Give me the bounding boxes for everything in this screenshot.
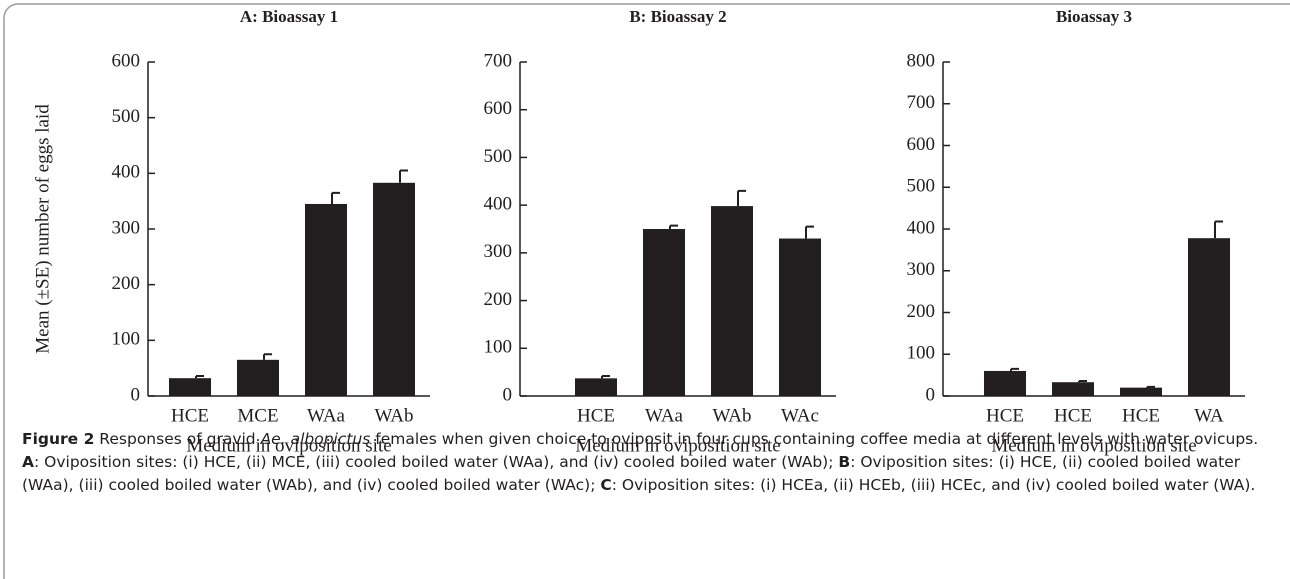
x-axis-label: Medium in oviposition site [575, 435, 780, 456]
y-tick-label: 0 [503, 384, 513, 405]
y-tick-label: 300 [484, 241, 513, 262]
x-tick-label: HCE [577, 405, 615, 426]
y-tick-label: 200 [484, 289, 513, 310]
x-tick-label: WAa [645, 405, 684, 426]
error-bar [1214, 220, 1223, 239]
bar [711, 206, 753, 396]
error-bar [1078, 379, 1087, 383]
y-tick-label: 400 [112, 162, 141, 183]
chart-title: Bioassay 3 [1056, 7, 1132, 26]
caption-text: Responses of gravid [94, 430, 261, 448]
y-tick-label: 200 [112, 273, 141, 294]
bar [1120, 387, 1162, 396]
caption-text: Figure 2 [22, 430, 95, 448]
error-bar [1010, 367, 1019, 371]
y-tick-label: 500 [484, 146, 513, 167]
x-axis-label: Medium in oviposition site [991, 435, 1196, 456]
y-tick-label: 700 [484, 50, 513, 71]
x-tick-label: WAc [781, 405, 819, 426]
caption-text: : Oviposition sites: (i) HCEa, (ii) HCEb… [611, 476, 1256, 494]
x-tick-label: WA [1194, 405, 1224, 426]
caption-text: A [22, 453, 34, 471]
error-bar [805, 225, 814, 239]
y-tick-label: 100 [907, 343, 936, 364]
y-tick-label: 400 [484, 194, 513, 215]
x-tick-label: WAb [374, 405, 413, 426]
error-bar [601, 374, 610, 379]
error-bar [669, 224, 678, 229]
bar [169, 378, 211, 396]
caption-text: : Oviposition sites: (i) HCE, (ii) coole… [22, 453, 1241, 494]
bar [575, 378, 617, 396]
caption-text: Ae. albopictus [260, 430, 371, 448]
caption-text: : Oviposition sites: (i) HCE, (ii) MCE, … [34, 453, 839, 471]
caption-text: females when given choice to oviposit in… [370, 430, 1259, 448]
bar [779, 238, 821, 396]
y-tick-label: 800 [907, 50, 936, 71]
x-tick-label: WAb [712, 405, 751, 426]
y-tick-label: 600 [112, 50, 141, 71]
caption-text: C [600, 476, 612, 494]
y-tick-label: 200 [907, 301, 936, 322]
y-tick-label: 0 [926, 384, 936, 405]
error-bar [399, 169, 408, 183]
error-bar [1146, 385, 1155, 388]
x-tick-label: HCE [1122, 405, 1160, 426]
x-axis-label: Medium in oviposition site [186, 435, 391, 456]
chart-title: A: Bioassay 1 [240, 7, 338, 26]
caption: Figure 2 Responses of gravid Ae. albopic… [22, 428, 1270, 497]
y-tick-label: 300 [112, 217, 141, 238]
y-tick-label: 400 [907, 217, 936, 238]
figure-border [3, 3, 1290, 579]
y-tick-label: 0 [131, 384, 141, 405]
y-tick-label: 600 [907, 134, 936, 155]
bar [305, 203, 347, 396]
bar [984, 370, 1026, 396]
y-axis-label: Mean (±SE) number of eggs laid [32, 104, 53, 354]
bar [1052, 382, 1094, 396]
y-tick-label: 100 [484, 337, 513, 358]
y-tick-label: 700 [907, 92, 936, 113]
error-bar [331, 191, 340, 204]
error-bar [195, 374, 204, 379]
bar [643, 229, 685, 396]
y-tick-label: 500 [112, 106, 141, 127]
y-tick-label: 100 [112, 329, 141, 350]
y-tick-label: 600 [484, 98, 513, 119]
bar [373, 182, 415, 396]
caption-text: B [838, 453, 851, 471]
chart-title: B: Bioassay 2 [629, 7, 726, 26]
bar [1188, 238, 1230, 396]
y-tick-label: 300 [907, 259, 936, 280]
error-bar [263, 353, 272, 360]
y-tick-label: 500 [907, 176, 936, 197]
x-tick-label: HCE [986, 405, 1024, 426]
x-tick-label: MCE [237, 405, 278, 426]
x-tick-label: HCE [171, 405, 209, 426]
error-bar [737, 189, 746, 207]
x-tick-label: HCE [1054, 405, 1092, 426]
bar [237, 359, 279, 396]
x-tick-label: WAa [307, 405, 346, 426]
